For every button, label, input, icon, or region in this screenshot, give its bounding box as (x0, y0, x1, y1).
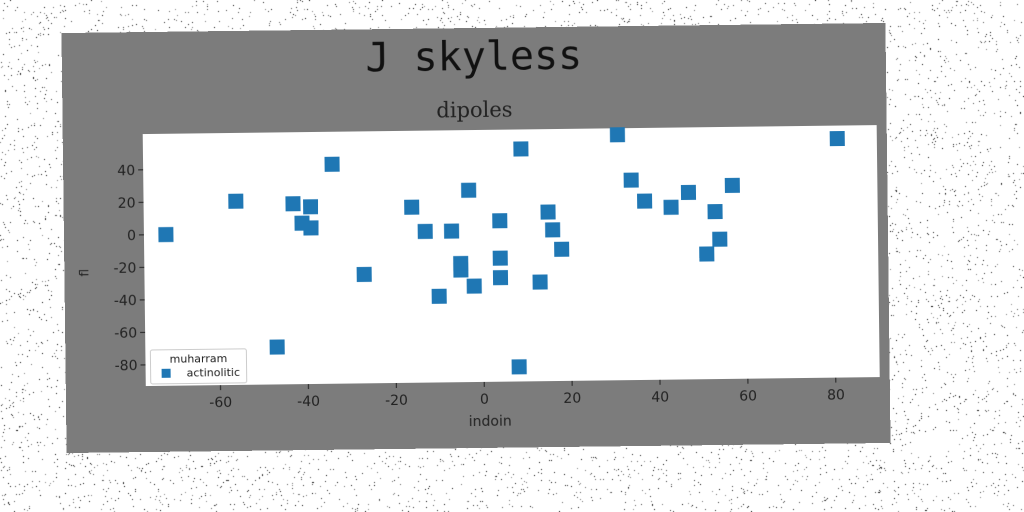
data-point (285, 196, 301, 212)
x-axis: -60 -40 -20 0 20 40 60 80 (209, 377, 845, 411)
legend-marker (161, 368, 171, 378)
data-point (707, 204, 723, 220)
data-point (404, 199, 420, 215)
data-point (492, 213, 508, 229)
data-point (269, 339, 285, 355)
data-point (431, 288, 447, 304)
data-point (609, 127, 626, 143)
x-tick-label: -20 (385, 393, 408, 409)
data-point (356, 266, 372, 283)
data-point (158, 226, 174, 243)
data-point (228, 193, 244, 209)
legend: muharram actinolitic (149, 348, 248, 385)
data-point (712, 231, 728, 247)
y-axis-label: fl (77, 269, 91, 277)
data-point (443, 223, 460, 239)
data-point (699, 246, 715, 262)
x-tick-label: 60 (739, 389, 757, 405)
data-point (532, 274, 548, 290)
data-point (492, 250, 508, 266)
x-tick-label: 0 (480, 392, 489, 408)
data-point (637, 193, 653, 209)
data-point (492, 270, 509, 286)
chart-figure: J skyless dipoles 40 20 0 -20 -40 -60 -80 -60-… (61, 22, 891, 454)
data-point (623, 172, 639, 188)
x-tick-label: -40 (297, 394, 320, 410)
data-point (511, 359, 527, 375)
data-point (724, 177, 740, 193)
data-point (513, 141, 529, 157)
legend-entry: actinolitic (187, 366, 241, 380)
data-point (663, 199, 679, 215)
y-tick-label: 20 (118, 195, 136, 211)
data-point (303, 199, 319, 215)
data-point (554, 241, 570, 257)
data-point (540, 204, 556, 220)
data-point (324, 156, 340, 172)
y-tick-label: -40 (114, 293, 137, 309)
data-points (158, 127, 845, 375)
x-axis-label: indoin (469, 414, 512, 431)
legend-title: muharram (170, 352, 228, 366)
x-tick-label: 80 (827, 388, 845, 404)
y-tick-label: 0 (127, 228, 136, 244)
data-point (417, 223, 433, 240)
data-point (466, 278, 482, 294)
data-point (680, 184, 697, 201)
data-point (545, 222, 561, 238)
legend-box (149, 348, 248, 385)
data-point (303, 220, 319, 236)
y-tick-label: -80 (115, 358, 138, 374)
data-point (829, 130, 845, 147)
data-point (461, 182, 477, 198)
scatter-chart: 40 20 0 -20 -40 -60 -80 -60 -40 -20 0 20 40 60 80 ind… (77, 125, 880, 431)
x-tick-label: -60 (209, 395, 232, 411)
data-point (453, 255, 469, 272)
y-tick-label: -20 (113, 260, 136, 276)
x-tick-label: 40 (651, 390, 669, 406)
plot-area (142, 125, 880, 387)
y-axis: 40 20 0 -20 -40 -60 -80 (113, 163, 146, 374)
y-tick-label: -60 (114, 325, 137, 341)
y-tick-label: 40 (117, 163, 135, 179)
x-tick-label: 20 (563, 391, 581, 407)
